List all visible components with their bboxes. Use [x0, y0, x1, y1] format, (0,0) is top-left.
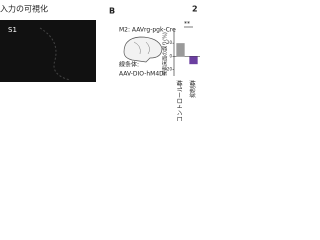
bar	[189, 56, 198, 65]
x-tick-label: 抑制群	[189, 80, 197, 98]
x-tick-label: コントロール群	[176, 80, 184, 122]
panel-letter: B	[109, 7, 115, 16]
panel-letter: 2	[192, 5, 198, 14]
brain-diagram	[123, 36, 163, 63]
significance: **	[184, 21, 190, 28]
region-label: 線条体:	[119, 61, 139, 69]
region-outline	[39, 27, 71, 81]
micrograph	[0, 20, 96, 82]
figure: 入力の可視化 S1 B M2: AAVrg-pgk-Cre 線条体: AAV-D…	[0, 4, 200, 122]
virus-label: AAV-DIO-hM4Di	[119, 71, 166, 78]
y-axis-label: 探索床面の誤り(%)	[162, 32, 169, 76]
y-tick-label: 20	[167, 40, 173, 45]
virus-label: M2: AAVrg-pgk-Cre	[119, 27, 176, 34]
bar	[176, 43, 185, 57]
y-tick-label: 0	[169, 53, 172, 58]
y-tick-label: -20	[165, 66, 172, 71]
image-label: S1	[8, 26, 17, 34]
panel-a-title: 入力の可視化	[0, 4, 48, 14]
brain-detail	[133, 41, 150, 55]
